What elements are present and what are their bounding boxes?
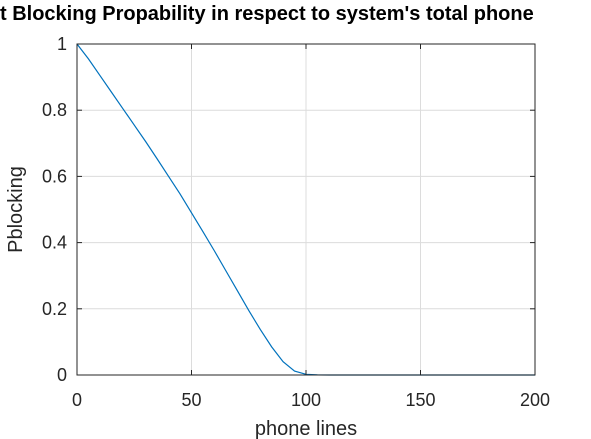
y-tick-label: 0.8 [42, 100, 67, 120]
y-tick-label: 1 [57, 34, 67, 54]
x-tick-label: 200 [520, 390, 550, 410]
y-tick-label: 0.2 [42, 299, 67, 319]
y-tick-label: 0.4 [42, 233, 67, 253]
x-axis-label: phone lines [255, 418, 357, 439]
x-tick-labels: 0 50 100 150 200 [72, 390, 550, 410]
y-tick-labels: 0 0.2 0.4 0.6 0.8 1 [42, 34, 67, 385]
y-tick-label: 0.6 [42, 166, 67, 186]
x-tick-label: 100 [291, 390, 321, 410]
grid [76, 43, 536, 376]
x-tick-label: 50 [181, 390, 201, 410]
ticks [76, 43, 536, 376]
chart-title: t Blocking Propability in respect to sys… [0, 3, 534, 25]
x-tick-label: 150 [405, 390, 435, 410]
y-tick-label: 0 [57, 365, 67, 385]
x-tick-label: 0 [72, 390, 82, 410]
y-axis-label: Pblocking [5, 166, 27, 253]
